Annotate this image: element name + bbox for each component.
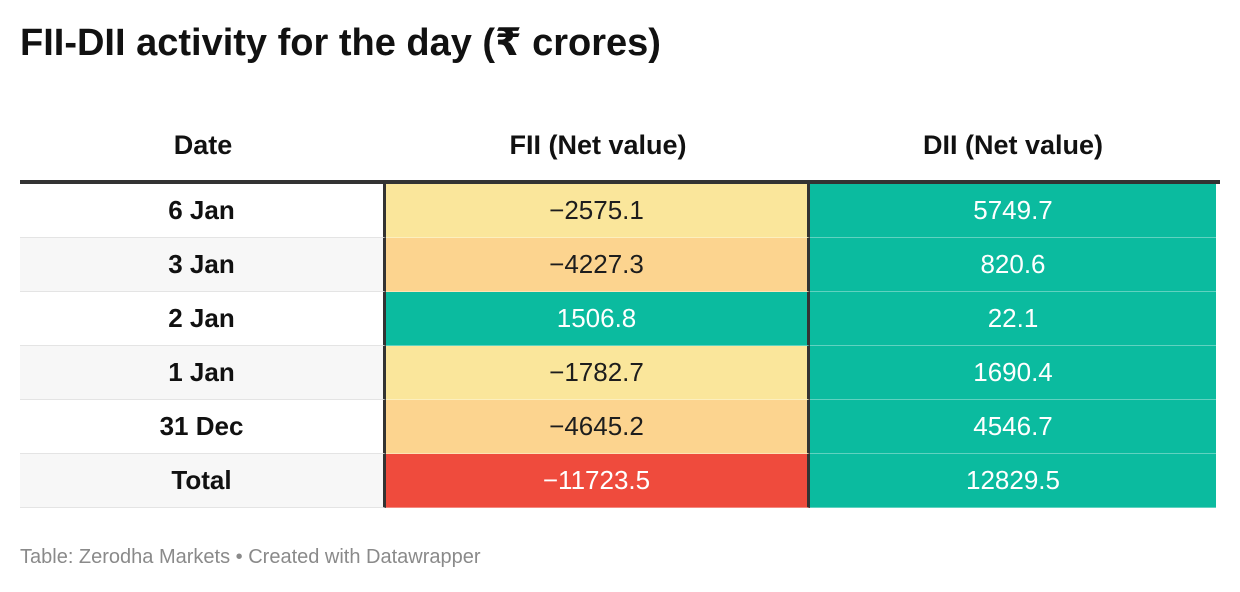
fii-value-cell: 1506.8 [386,292,810,346]
source-footer: Table: Zerodha Markets • Created with Da… [20,546,481,568]
column-header-date[interactable]: Date [173,129,233,160]
column-header-dii[interactable]: DII (Net value) [922,129,1104,160]
fii-value-cell: −11723.5 [386,454,810,508]
dii-value-cell: 22.1 [810,292,1216,346]
fii-value-cell: −2575.1 [386,184,810,238]
date-cell: 3 Jan [20,238,386,292]
table-body: 6 Jan −2575.1 5749.7 3 Jan −4227.3 820.6 2 Jan… [20,184,1220,508]
dii-value-cell: 1690.4 [810,346,1216,400]
dii-value-cell: 820.6 [810,238,1216,292]
table-row: 1 Jan −1782.7 1690.4 [20,346,1220,400]
table-row: 6 Jan −2575.1 5749.7 [20,184,1220,238]
page-title: FII-DII activity for the day (₹ crores) [20,22,661,64]
column-header-fii[interactable]: FII (Net value) [509,129,687,160]
date-cell: 6 Jan [20,184,386,238]
fii-value-cell: −1782.7 [386,346,810,400]
fii-value-cell: −4227.3 [386,238,810,292]
table-row: Total −11723.5 12829.5 [20,454,1220,508]
dii-value-cell: 12829.5 [810,454,1216,508]
date-cell: 31 Dec [20,400,386,454]
table-row: 2 Jan 1506.8 22.1 [20,292,1220,346]
table-row: 3 Jan −4227.3 820.6 [20,238,1220,292]
date-cell: 2 Jan [20,292,386,346]
dii-value-cell: 4546.7 [810,400,1216,454]
fii-value-cell: −4645.2 [386,400,810,454]
dii-value-cell: 5749.7 [810,184,1216,238]
table-row: 31 Dec −4645.2 4546.7 [20,400,1220,454]
table-header: Date FII (Net value) DII (Net value) [20,110,1220,184]
date-cell: Total [20,454,386,508]
fii-dii-table: Date FII (Net value) DII (Net value) 6 J… [20,110,1220,508]
date-cell: 1 Jan [20,346,386,400]
